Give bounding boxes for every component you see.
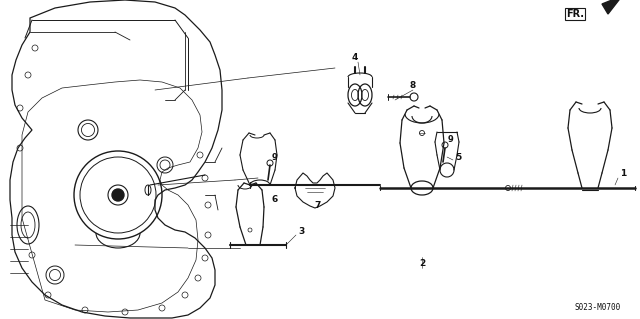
Text: 3: 3 [298,227,304,236]
Text: 8: 8 [410,81,416,91]
Text: S023-M0700: S023-M0700 [575,302,621,311]
Text: FR.: FR. [566,9,584,19]
Text: 6: 6 [272,196,278,204]
Circle shape [112,189,124,201]
Text: 7: 7 [315,201,321,210]
Text: 4: 4 [352,54,358,63]
Polygon shape [602,0,622,14]
Text: 5: 5 [455,152,461,161]
Text: 9: 9 [272,152,278,161]
Text: 9: 9 [448,136,454,145]
Text: 2: 2 [419,258,425,268]
Text: 1: 1 [620,168,627,177]
